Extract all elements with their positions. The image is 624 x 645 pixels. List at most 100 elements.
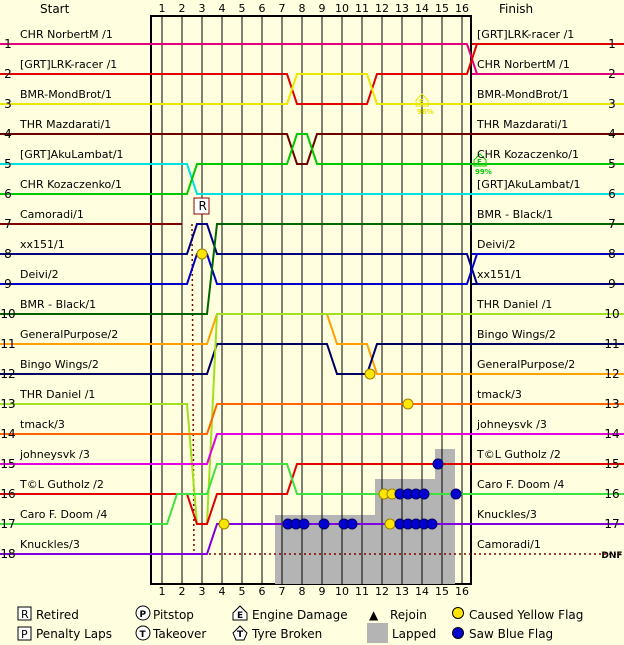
- penalty-laps-icon: [17, 626, 32, 641]
- lap-tick-bottom: 4: [219, 585, 226, 598]
- yellow-flag-marker: [402, 398, 414, 410]
- start-driver-label: BMR - Black/1: [20, 298, 96, 311]
- finish-driver-label: T©L Gutholz /2: [476, 448, 561, 461]
- finish-driver-label: Bingo Wings/2: [477, 328, 556, 341]
- lap-tick-top: 8: [299, 2, 306, 15]
- legend-engine-damage: E Engine Damage: [232, 605, 348, 622]
- finish-driver-label: Caro F. Doom /4: [477, 478, 564, 491]
- position-line: [0, 133, 624, 165]
- blue-flag-marker: [298, 518, 310, 530]
- position-line: [0, 253, 624, 285]
- finish-driver-label: [GRT]LRK-racer /1: [477, 28, 574, 41]
- rejoin-icon: ▲: [369, 608, 379, 622]
- lap-tick-bottom: 1: [159, 585, 166, 598]
- blue-flag-marker: [432, 458, 444, 470]
- lapped-area: [375, 479, 395, 584]
- start-position-number: 12: [0, 367, 15, 381]
- takeover-icon: [135, 625, 151, 641]
- dnf-line: [191, 223, 624, 555]
- legend-blue-flag: Saw Blue Flag: [452, 627, 553, 641]
- legend-pitstop: P Pitstop: [135, 605, 194, 622]
- finish-position-number: 6: [608, 187, 616, 201]
- legend-penalty-laps-label: Penalty Laps: [36, 627, 112, 641]
- finish-header: Finish: [499, 2, 533, 16]
- start-driver-label: [GRT]LRK-racer /1: [20, 58, 117, 71]
- lap-tick-bottom: 11: [355, 585, 369, 598]
- position-line: [0, 343, 624, 375]
- finish-driver-label: johneysvk /3: [476, 418, 547, 431]
- lap-tick-bottom: 13: [395, 585, 409, 598]
- start-position-number: 18: [0, 547, 15, 561]
- lapped-area: [275, 515, 295, 584]
- finish-position-number: 14: [604, 427, 619, 441]
- start-driver-label: xx151/1: [20, 238, 65, 251]
- blue-flag-marker: [346, 518, 358, 530]
- legend-blue-flag-label: Saw Blue Flag: [469, 627, 553, 641]
- lap-tick-bottom: 3: [199, 585, 206, 598]
- finish-driver-label: BMR - Black/1: [477, 208, 553, 221]
- start-driver-label: CHR Kozaczenko/1: [20, 178, 122, 191]
- position-line: [0, 223, 624, 315]
- legend-yellow-flag-label: Caused Yellow Flag: [469, 608, 583, 622]
- engine-damage-percent: 99%: [475, 168, 492, 176]
- legend-tyre-broken: T Tyre Broken: [232, 625, 322, 641]
- lap-tick-bottom: 6: [259, 585, 266, 598]
- lapped-area: [435, 449, 455, 584]
- finish-position-number: 9: [608, 277, 616, 291]
- retired-icon: [17, 606, 32, 621]
- finish-driver-label: CHR NorbertM /1: [477, 58, 570, 71]
- start-driver-label: BMR-MondBrot/1: [20, 88, 112, 101]
- start-driver-label: THR Mazdarati/1: [19, 118, 111, 131]
- engine-damage-percent: 96%: [417, 108, 434, 116]
- start-position-number: 5: [4, 157, 12, 171]
- lap-tick-top: 13: [395, 2, 409, 15]
- legend-yellow-flag: Caused Yellow Flag: [452, 607, 583, 622]
- finish-position-number: 11: [604, 337, 619, 351]
- position-line: [0, 223, 624, 285]
- position-line: [0, 163, 624, 195]
- start-driver-label: CHR NorbertM /1: [20, 28, 113, 41]
- start-driver-label: Caro F. Doom /4: [20, 508, 107, 521]
- start-driver-label: THR Daniel /1: [19, 388, 95, 401]
- finish-driver-label: tmack/3: [477, 388, 522, 401]
- finish-position-number: DNF: [601, 551, 622, 561]
- lap-tick-bottom: 9: [319, 585, 326, 598]
- start-driver-label: johneysvk /3: [19, 448, 90, 461]
- legend: R Retired P Pitstop E Engine Damage ▲ Re…: [17, 605, 583, 643]
- finish-driver-label: xx151/1: [477, 268, 522, 281]
- yellow-flag-marker: [384, 518, 396, 530]
- start-position-number: 2: [4, 67, 12, 81]
- lap-tick-top: 12: [375, 2, 389, 15]
- lap-tick-bottom: 15: [435, 585, 449, 598]
- yellow-flag-marker: [196, 248, 208, 260]
- events-layer: R E 96% E 99%: [193, 93, 492, 530]
- legend-penalty-laps: P Penalty Laps: [17, 626, 112, 641]
- retired-marker: [193, 197, 210, 215]
- yellow-flag-marker: [364, 368, 376, 380]
- lap-tick-top: 1: [159, 2, 166, 15]
- lap-tick-bottom: 2: [179, 585, 186, 598]
- start-driver-label: [GRT]AkuLambat/1: [20, 148, 124, 161]
- finish-driver-label: THR Daniel /1: [476, 298, 552, 311]
- finish-driver-label: Deivi/2: [477, 238, 516, 251]
- engine-damage-marker: [415, 93, 429, 107]
- legend-rejoin-label: Rejoin: [390, 608, 427, 622]
- legend-rejoin: ▲ Rejoin: [369, 608, 427, 622]
- start-driver-label: Deivi/2: [20, 268, 59, 281]
- start-driver-label: Bingo Wings/2: [20, 358, 99, 371]
- lap-tick-bottom: 14: [415, 585, 429, 598]
- blue-flag-marker: [318, 518, 330, 530]
- legend-lapped: Lapped: [367, 623, 436, 643]
- blue-flag-marker: [418, 488, 430, 500]
- start-header: Start: [40, 2, 70, 16]
- start-position-number: 7: [4, 217, 12, 231]
- lap-tick-top: 16: [455, 2, 469, 15]
- start-driver-label: GeneralPurpose/2: [20, 328, 118, 341]
- lapped-area: [315, 515, 335, 584]
- finish-position-number: 7: [608, 217, 616, 231]
- start-driver-label: T©L Gutholz /2: [19, 478, 104, 491]
- finish-position-number: 17: [604, 517, 619, 531]
- legend-engine-damage-label: Engine Damage: [252, 608, 348, 622]
- blue-flag-icon: [452, 627, 464, 639]
